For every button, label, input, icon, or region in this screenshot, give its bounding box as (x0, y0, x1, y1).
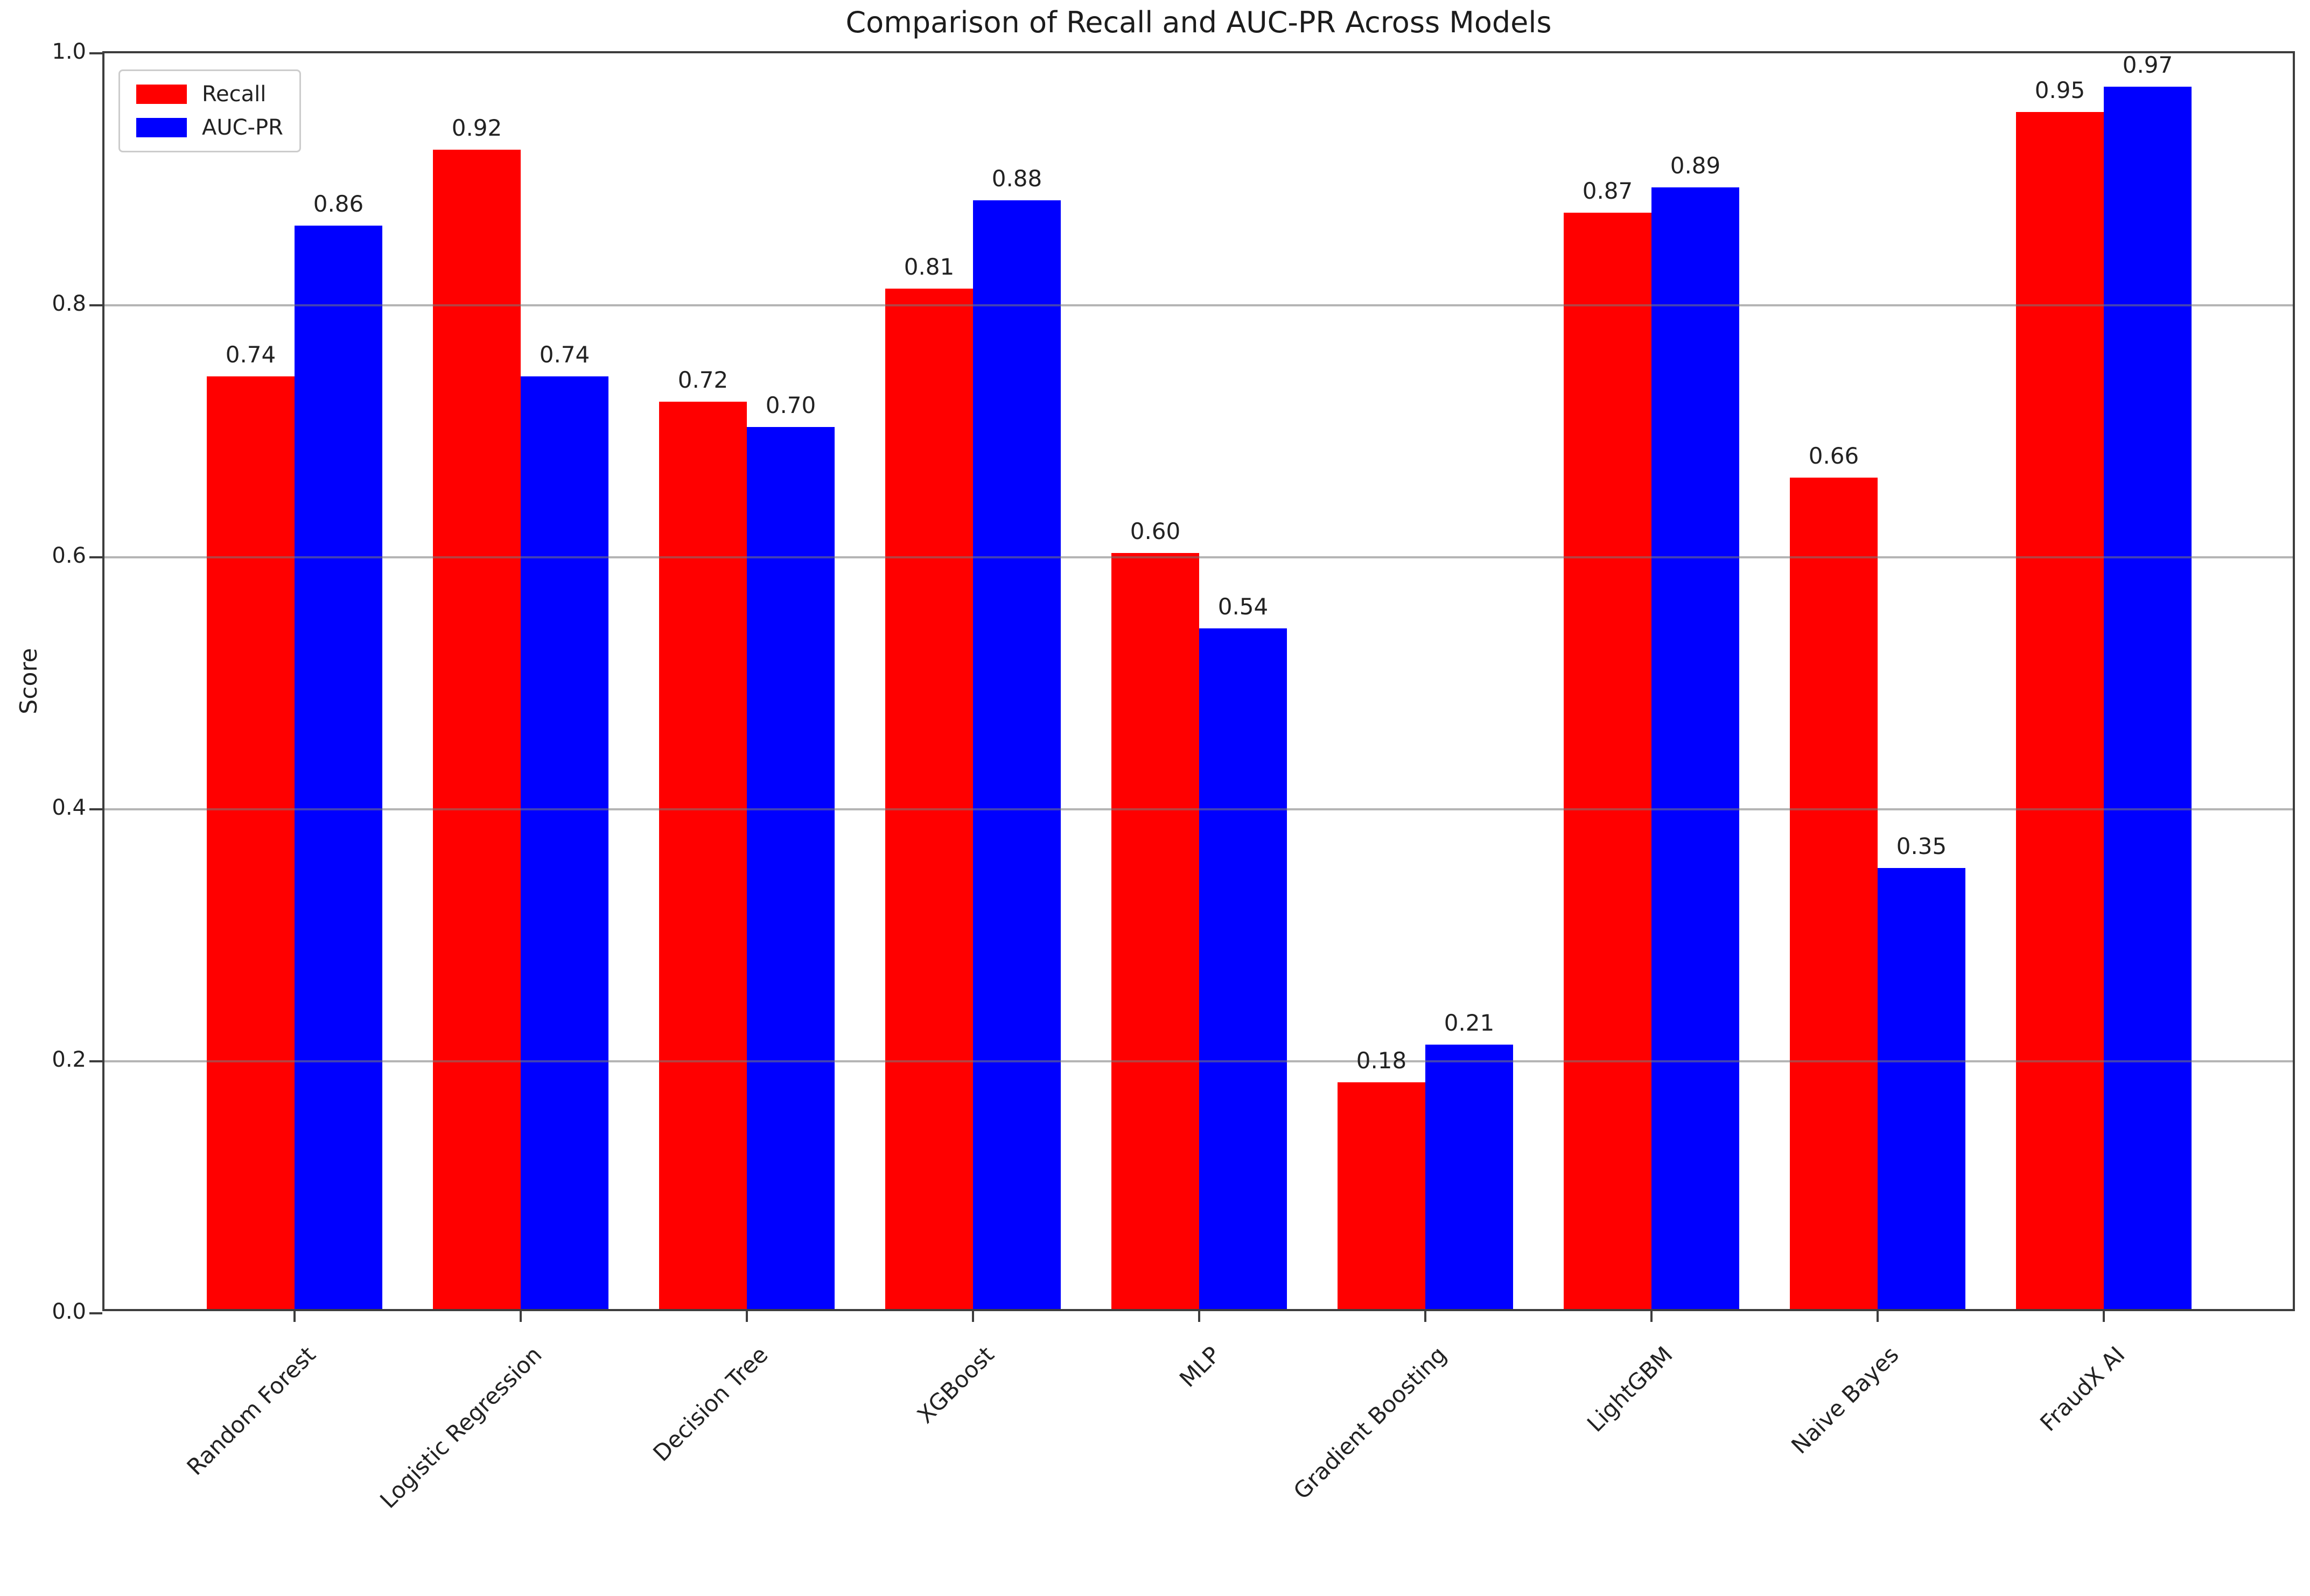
legend-label-auc-pr: AUC-PR (202, 115, 283, 140)
x-tick-label-logistic-regression: Logistic Regression (375, 1341, 547, 1514)
x-tick-mark (2103, 1309, 2105, 1322)
legend-swatch-auc-pr (136, 118, 187, 137)
y-tick-label-1.0: 1.0 (52, 39, 86, 64)
bar-value-auc-pr-decision-tree: 0.70 (765, 392, 816, 418)
bar-recall-random-forest (207, 376, 295, 1309)
bar-value-auc-pr-logistic-regression: 0.74 (539, 341, 590, 368)
bar-auc-pr-lightgbm (1651, 187, 1739, 1309)
bar-recall-fraudx-ai (2016, 112, 2104, 1309)
bar-value-recall-logistic-regression: 0.92 (451, 115, 502, 142)
bar-value-auc-pr-naive-bayes: 0.35 (1896, 833, 1947, 859)
y-tick-label-0.8: 0.8 (52, 291, 86, 316)
bar-recall-decision-tree (659, 402, 747, 1309)
bar-value-recall-fraudx-ai: 0.95 (2034, 77, 2085, 103)
y-tick-label-0.2: 0.2 (52, 1047, 86, 1072)
legend: Recall AUC-PR (118, 69, 301, 152)
bar-value-auc-pr-lightgbm: 0.89 (1670, 152, 1721, 179)
bar-auc-pr-fraudx-ai (2104, 87, 2192, 1309)
bar-value-auc-pr-xgboost: 0.88 (991, 165, 1042, 192)
x-tick-mark (1877, 1309, 1879, 1322)
y-tick-label-0.6: 0.6 (52, 543, 86, 568)
bar-auc-pr-xgboost (973, 200, 1061, 1309)
chart-screenshot: { "title": "Comparison of Recall and AUC… (15, 5, 2295, 1514)
chart-title: Comparison of Recall and AUC-PR Across M… (845, 5, 1552, 39)
bar-auc-pr-gradient-boosting (1425, 1044, 1513, 1309)
bar-value-recall-lightgbm: 0.87 (1582, 178, 1633, 205)
x-tick-label-fraudx-ai: FraudX AI (2035, 1341, 2130, 1437)
x-tick-label-gradient-boosting: Gradient Boosting (1288, 1341, 1452, 1505)
bar-recall-naive-bayes (1790, 477, 1878, 1309)
y-axis-title: Score (15, 648, 43, 715)
y-tick-mark (89, 1060, 102, 1062)
x-tick-mark (293, 1309, 296, 1322)
x-tick-mark (1424, 1309, 1426, 1322)
bar-auc-pr-decision-tree (747, 427, 835, 1309)
bar-auc-pr-random-forest (295, 225, 382, 1309)
bar-value-recall-mlp: 0.60 (1130, 518, 1181, 544)
bar-value-recall-xgboost: 0.81 (904, 253, 955, 280)
x-tick-label-naive-bayes: Naive Bayes (1786, 1341, 1904, 1459)
bar-value-auc-pr-fraudx-ai: 0.97 (2122, 52, 2173, 79)
y-tick-mark (89, 52, 102, 54)
bar-recall-mlp (1111, 553, 1199, 1309)
bar-value-recall-decision-tree: 0.72 (677, 367, 729, 394)
legend-row-auc-pr: AUC-PR (136, 115, 283, 140)
x-tick-label-xgboost: XGBoost (912, 1341, 999, 1429)
y-tick-label-0.4: 0.4 (52, 795, 86, 820)
bar-recall-xgboost (885, 288, 973, 1309)
legend-label-recall: Recall (202, 82, 267, 107)
x-tick-mark (972, 1309, 974, 1322)
bar-auc-pr-logistic-regression (521, 376, 608, 1309)
y-tick-mark (89, 556, 102, 558)
y-tick-mark (89, 304, 102, 306)
bar-value-auc-pr-gradient-boosting: 0.21 (1444, 1009, 1495, 1036)
y-tick-mark (89, 1312, 102, 1314)
x-tick-label-random-forest: Random Forest (181, 1341, 321, 1481)
bar-recall-lightgbm (1564, 213, 1651, 1309)
bar-value-recall-random-forest: 0.74 (225, 341, 276, 368)
bar-value-auc-pr-mlp: 0.54 (1217, 593, 1269, 620)
x-tick-mark (1650, 1309, 1653, 1322)
legend-row-recall: Recall (136, 82, 283, 107)
x-tick-mark (520, 1309, 522, 1322)
bar-recall-gradient-boosting (1338, 1082, 1425, 1309)
plot-area: Recall AUC-PR 0.0 0.2 0.4 0.6 0.8 1.0 0.74 0.86 R… (52, 39, 2295, 1514)
x-tick-label-decision-tree: Decision Tree (648, 1341, 773, 1467)
y-tick-mark (89, 808, 102, 810)
x-tick-mark (746, 1309, 748, 1322)
x-tick-label-lightgbm: LightGBM (1581, 1341, 1678, 1437)
bar-recall-logistic-regression (433, 150, 521, 1309)
bar-auc-pr-naive-bayes (1878, 868, 1965, 1309)
bar-value-recall-naive-bayes: 0.66 (1808, 442, 1859, 469)
x-tick-label-mlp: MLP (1174, 1341, 1226, 1392)
bar-value-auc-pr-random-forest: 0.86 (313, 190, 364, 217)
y-tick-label-0.0: 0.0 (52, 1299, 86, 1324)
bar-value-recall-gradient-boosting: 0.18 (1356, 1047, 1407, 1074)
bar-auc-pr-mlp (1199, 628, 1287, 1309)
x-tick-mark (1198, 1309, 1200, 1322)
legend-swatch-recall (136, 85, 187, 104)
